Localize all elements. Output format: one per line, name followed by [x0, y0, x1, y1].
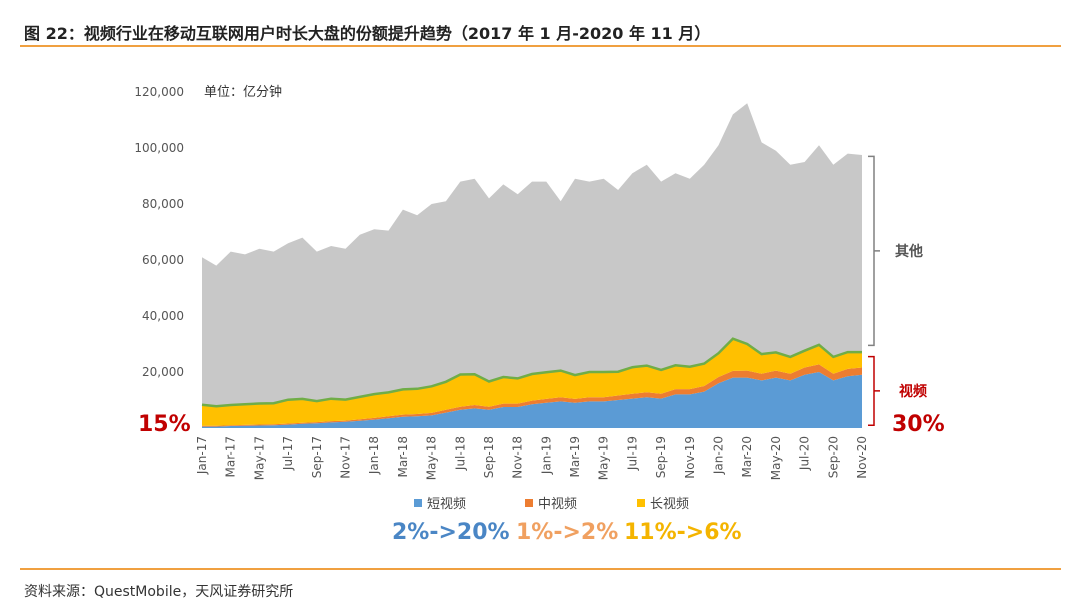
video-bracket	[868, 355, 880, 426]
x-tick-label: Jul-17	[281, 436, 295, 471]
legend-swatch-mid	[525, 499, 533, 507]
x-tick-label: Nov-19	[683, 436, 697, 479]
short-change-label: 2%->20%	[392, 520, 510, 545]
top-rule	[20, 45, 1061, 47]
x-tick-label: Sep-19	[654, 436, 668, 478]
x-tick-label: May-17	[252, 436, 266, 480]
other-label: 其他	[895, 243, 923, 260]
x-tick-label: Mar-20	[740, 436, 754, 477]
x-tick-label: Nov-17	[338, 436, 352, 479]
figure-title: 图 22：视频行业在移动互联网用户时长大盘的份额提升趋势（2017 年 1 月-…	[24, 24, 711, 43]
long-change-label: 11%->6%	[624, 520, 742, 545]
video-label: 视频	[899, 383, 927, 400]
x-tick-label: Jul-18	[453, 436, 467, 471]
legend-swatch-short	[414, 499, 422, 507]
x-tick-label: Mar-17	[224, 436, 238, 477]
source-note: 资料来源：QuestMobile，天风证券研究所	[24, 584, 294, 600]
x-tick-label: Sep-17	[310, 436, 324, 478]
legend-swatch-long	[637, 499, 645, 507]
y-tick-label: 80,000	[142, 197, 184, 211]
legend-label-mid: 中视频	[538, 497, 577, 512]
x-tick-label: Jan-19	[539, 436, 553, 475]
legend-label-short: 短视频	[427, 497, 466, 512]
x-tick-label: Jan-20	[712, 436, 726, 475]
x-tick-label: Mar-18	[396, 436, 410, 477]
end-share-label: 30%	[892, 412, 945, 437]
y-tick-label: 60,000	[142, 253, 184, 267]
unit-label: 单位：亿分钟	[204, 84, 282, 100]
x-tick-label: Sep-18	[482, 436, 496, 478]
x-tick-label: May-19	[597, 436, 611, 480]
x-tick-label: Sep-20	[826, 436, 840, 478]
legend-label-long: 长视频	[650, 497, 689, 512]
x-tick-label: May-18	[425, 436, 439, 480]
x-tick-label: Jan-17	[195, 436, 209, 475]
x-tick-label: Nov-18	[511, 436, 525, 479]
x-tick-label: Jan-18	[367, 436, 381, 475]
area-long-video	[202, 338, 862, 426]
area-other	[202, 103, 862, 407]
x-tick-label: Jul-20	[798, 436, 812, 471]
y-tick-label: 120,000	[134, 85, 184, 99]
video-total-line	[201, 337, 862, 408]
x-tick-label: Mar-19	[568, 436, 582, 477]
y-tick-label: 100,000	[134, 141, 184, 155]
x-tick-label: May-20	[769, 436, 783, 480]
x-tick-label: Jul-19	[625, 436, 639, 471]
start-share-label: 15%	[138, 412, 191, 437]
mid-change-label: 1%->2%	[516, 520, 618, 545]
y-tick-label: 20,000	[142, 365, 184, 379]
bottom-rule	[20, 568, 1061, 570]
x-tick-label: Nov-20	[855, 436, 869, 479]
other-bracket	[868, 155, 880, 347]
y-tick-label: 40,000	[142, 309, 184, 323]
area-short-video	[202, 372, 862, 428]
